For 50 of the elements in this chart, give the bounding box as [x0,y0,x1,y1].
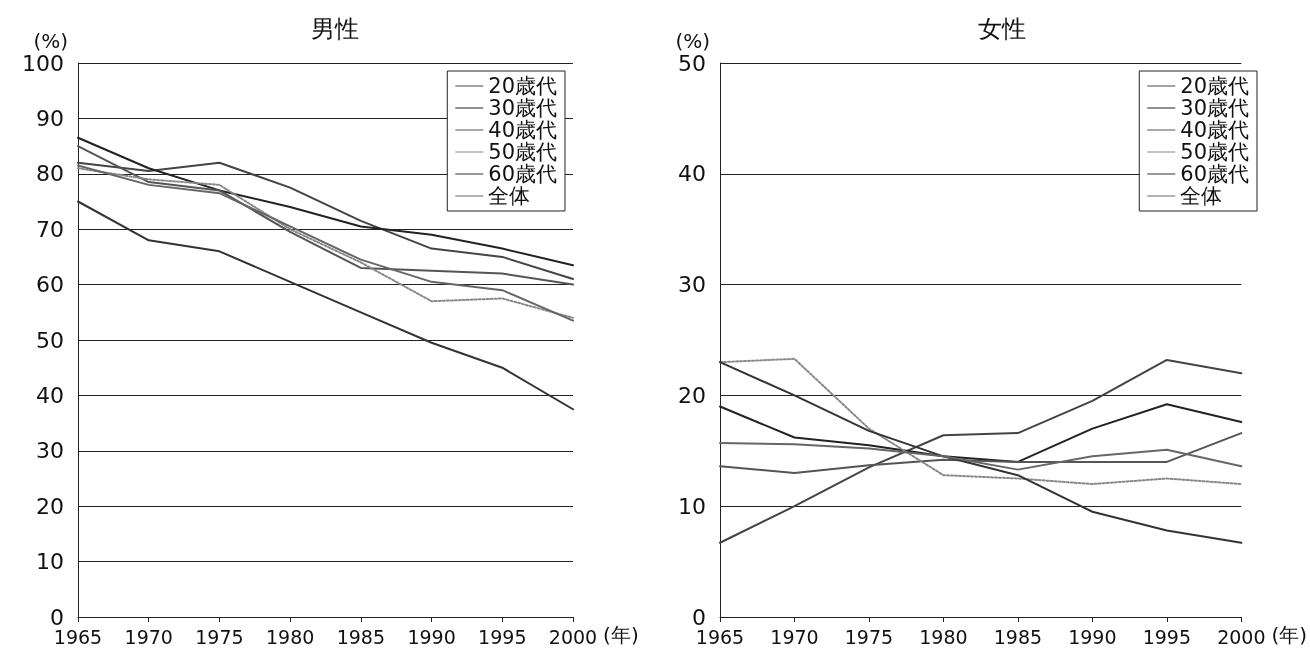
x-tick-label: 1985 [993,625,1043,648]
legend-label: 50歳代 [488,140,558,164]
legend-label: 50歳代 [1180,140,1250,164]
y-tick-label: 60 [36,272,64,298]
legend-label: 20歳代 [488,74,558,98]
x-tick-label: 1970 [124,625,173,648]
x-tick-label: 1975 [195,625,244,648]
legend-label: 20歳代 [1180,74,1250,98]
x-tick-label: 1985 [336,625,386,648]
y-tick-label: 30 [678,272,706,298]
y-axis-title: (%) [33,29,68,53]
x-tick-label: 1995 [1142,625,1192,648]
legend-label: 40歳代 [1180,118,1250,142]
line-series [719,432,1243,474]
x-tick-label: 1995 [478,625,527,648]
y-tick-label: 100 [22,50,64,76]
line-series [719,442,1243,471]
chart-title: 女性 [977,15,1026,43]
y-tick-label: 70 [36,216,64,242]
legend-label: 全体 [1180,184,1223,208]
legend-label: 30歳代 [1180,96,1250,120]
x-tick-label: 1980 [265,625,315,648]
y-tick-label: 50 [36,327,64,353]
x-tick-label: 2000 [1217,625,1266,648]
legend-label: 60歳代 [488,162,558,186]
x-tick-label: 1990 [407,625,456,648]
y-tick-label: 30 [36,438,64,464]
legend-label: 30歳代 [488,96,558,120]
y-tick-label: 40 [678,161,706,187]
y-axis-title: (%) [675,29,710,53]
y-tick-label: 20 [678,382,706,408]
x-tick-label: 1975 [844,625,894,648]
y-tick-label: 10 [36,549,64,575]
legend-label: 60歳代 [1180,162,1250,186]
line-series [719,357,1243,486]
x-axis-title: (年) [1271,623,1307,647]
chart-title: 男性 [310,15,359,43]
y-tick-label: 40 [36,382,64,408]
x-tick-label: 1990 [1068,625,1117,648]
y-tick-label: 20 [36,493,64,519]
legend-label: 全体 [488,184,531,208]
x-tick-label: 2000 [548,625,598,648]
x-tick-label: 1970 [770,625,819,648]
x-axis-title: (年) [603,623,639,647]
y-tick-label: 80 [36,161,64,187]
y-tick-label: 90 [36,105,64,131]
y-tick-label: 50 [678,50,706,76]
y-tick-label: 10 [678,493,706,519]
x-tick-label: 1980 [919,625,968,648]
legend-label: 40歳代 [488,118,558,142]
